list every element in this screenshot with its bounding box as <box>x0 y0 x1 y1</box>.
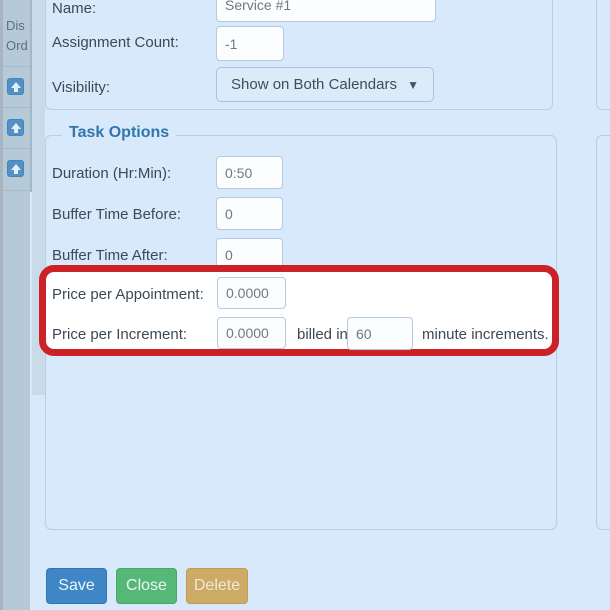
minute-increments-text: minute increments. <box>422 326 549 343</box>
visibility-selected-value: Show on Both Calendars <box>231 76 397 93</box>
display-order-column <box>3 0 30 610</box>
general-settings-panel <box>45 0 553 110</box>
buffer-after-label: Buffer Time After: <box>52 247 168 264</box>
sidebar-row-divider <box>3 190 30 191</box>
highlight-annotation <box>39 265 559 356</box>
buffer-before-label: Buffer Time Before: <box>52 206 181 223</box>
move-up-button[interactable] <box>7 160 24 177</box>
name-input[interactable] <box>216 0 436 22</box>
save-button[interactable]: Save <box>46 568 107 604</box>
up-arrow-icon <box>10 122 21 133</box>
assignment-count-label: Assignment Count: <box>52 34 179 51</box>
billed-in-text: billed in <box>297 326 348 343</box>
page-left-edge <box>0 0 3 610</box>
column-divider <box>30 0 32 192</box>
duration-label: Duration (Hr:Min): <box>52 165 172 182</box>
delete-button[interactable]: Delete <box>186 568 248 604</box>
name-label: Name: <box>52 0 97 17</box>
visibility-label: Visibility: <box>52 79 111 96</box>
adjacent-panel-bottom <box>596 135 610 530</box>
increment-minutes-input[interactable] <box>347 317 413 350</box>
sidebar-row-divider <box>3 107 30 108</box>
price-per-appointment-input[interactable] <box>217 277 286 309</box>
move-up-button[interactable] <box>7 78 24 95</box>
up-arrow-icon <box>10 163 21 174</box>
sidebar-row-divider <box>3 148 30 149</box>
price-per-increment-label: Price per Increment: <box>52 326 188 343</box>
column-header-line2: Ord <box>6 38 28 53</box>
column-header-line1: Dis <box>6 18 25 33</box>
assignment-count-input[interactable] <box>216 26 284 61</box>
sidebar-row-divider <box>3 66 30 67</box>
adjacent-panel-top <box>596 0 610 110</box>
price-per-increment-input[interactable] <box>217 317 286 349</box>
visibility-select[interactable]: Show on Both Calendars ▼ <box>216 67 434 102</box>
dropdown-arrow-icon: ▼ <box>407 77 419 92</box>
price-per-appointment-label: Price per Appointment: <box>52 286 204 303</box>
duration-input[interactable] <box>216 156 283 189</box>
up-arrow-icon <box>10 81 21 92</box>
task-options-legend: Task Options <box>62 124 177 142</box>
buffer-before-input[interactable] <box>216 197 283 230</box>
move-up-button[interactable] <box>7 119 24 136</box>
display-order-column-header: Dis Ord <box>6 16 29 60</box>
close-button[interactable]: Close <box>116 568 177 604</box>
